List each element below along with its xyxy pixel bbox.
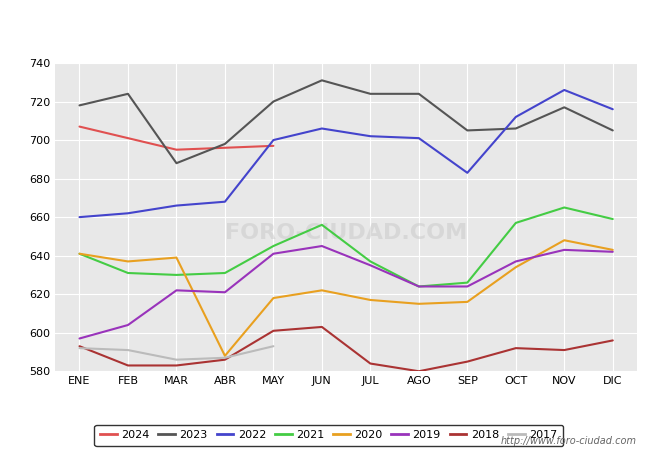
Legend: 2024, 2023, 2022, 2021, 2020, 2019, 2018, 2017: 2024, 2023, 2022, 2021, 2020, 2019, 2018… bbox=[94, 425, 563, 446]
Text: Afiliados en Fines a 31/5/2024: Afiliados en Fines a 31/5/2024 bbox=[189, 14, 461, 32]
Text: http://www.foro-ciudad.com: http://www.foro-ciudad.com bbox=[501, 436, 637, 446]
Text: FORO-CIUDAD.COM: FORO-CIUDAD.COM bbox=[225, 223, 467, 243]
